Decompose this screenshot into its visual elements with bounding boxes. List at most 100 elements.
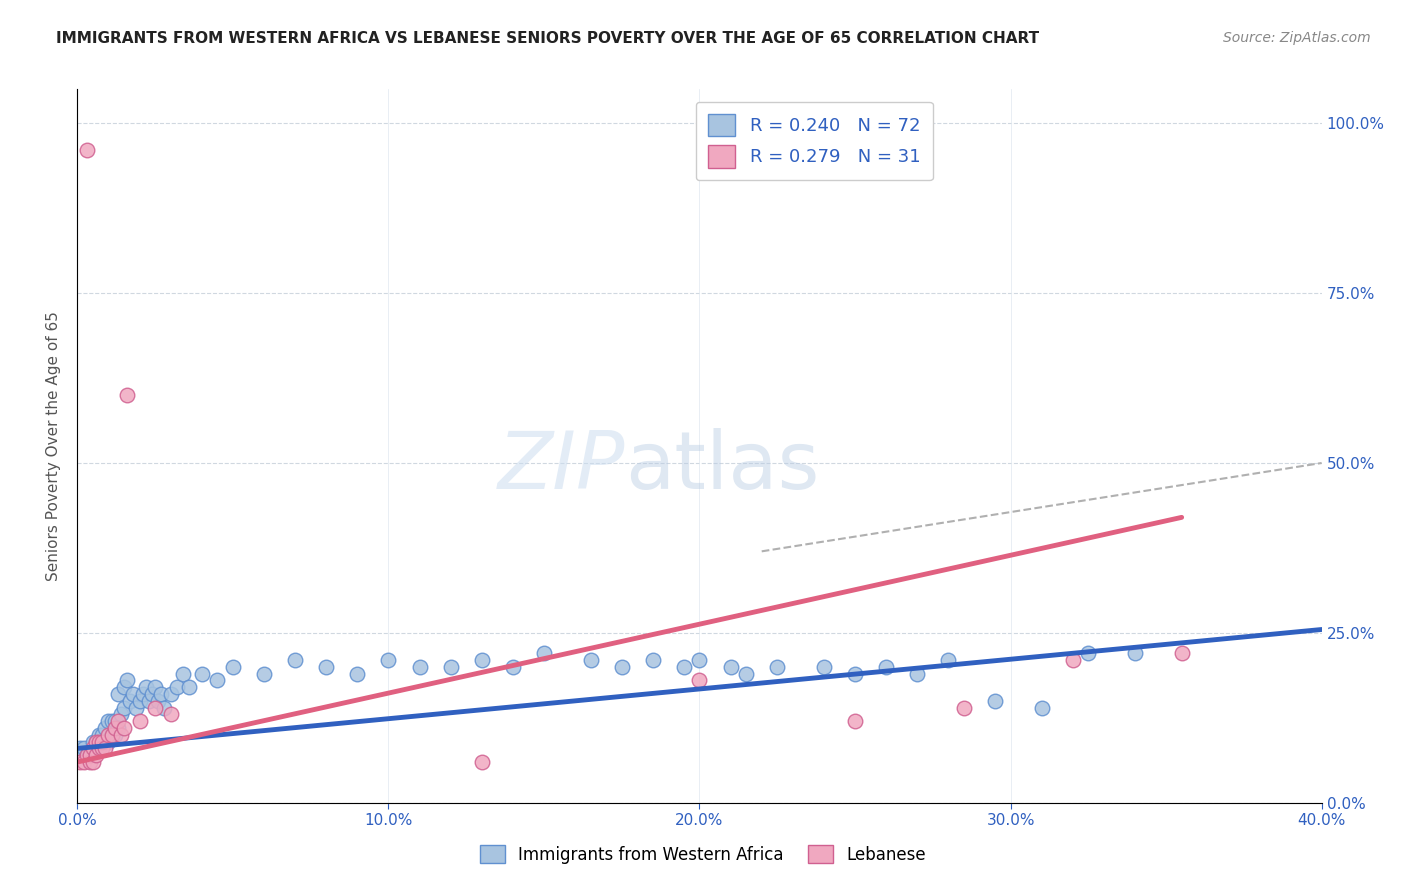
Point <box>76 748 98 763</box>
Point <box>1031 700 1053 714</box>
Point <box>1123 646 1146 660</box>
Point <box>115 388 138 402</box>
Point <box>159 687 181 701</box>
Point <box>191 666 214 681</box>
Point <box>153 700 176 714</box>
Text: IMMIGRANTS FROM WESTERN AFRICA VS LEBANESE SENIORS POVERTY OVER THE AGE OF 65 CO: IMMIGRANTS FROM WESTERN AFRICA VS LEBANE… <box>56 31 1039 46</box>
Point <box>143 700 166 714</box>
Point <box>91 734 114 748</box>
Point <box>87 741 110 756</box>
Point <box>141 687 163 701</box>
Point <box>766 660 789 674</box>
Point <box>1170 646 1192 660</box>
Point <box>91 741 114 756</box>
Point <box>100 728 122 742</box>
Point <box>984 694 1007 708</box>
Point <box>135 680 157 694</box>
Point <box>440 660 463 674</box>
Point <box>471 755 494 769</box>
Point <box>110 728 132 742</box>
Point <box>953 700 976 714</box>
Point <box>84 734 107 748</box>
Point <box>79 755 101 769</box>
Point <box>125 700 148 714</box>
Point <box>91 728 114 742</box>
Point <box>91 734 114 748</box>
Point <box>150 687 173 701</box>
Point <box>128 714 150 729</box>
Point <box>1077 646 1099 660</box>
Point <box>82 734 104 748</box>
Point <box>87 741 110 756</box>
Point <box>110 707 132 722</box>
Point <box>689 653 711 667</box>
Point <box>610 660 633 674</box>
Point <box>207 673 229 688</box>
Point <box>76 144 98 158</box>
Point <box>84 748 107 763</box>
Point <box>672 660 695 674</box>
Y-axis label: Seniors Poverty Over the Age of 65: Seniors Poverty Over the Age of 65 <box>46 311 62 581</box>
Point <box>579 653 602 667</box>
Point <box>107 714 129 729</box>
Point <box>689 673 711 688</box>
Point <box>131 687 153 701</box>
Point <box>72 741 94 756</box>
Point <box>104 714 127 729</box>
Point <box>107 721 129 735</box>
Point <box>115 673 138 688</box>
Point <box>502 660 524 674</box>
Point <box>69 755 91 769</box>
Point <box>315 660 337 674</box>
Point <box>938 653 960 667</box>
Point <box>97 728 120 742</box>
Point <box>138 694 160 708</box>
Point <box>408 660 430 674</box>
Point <box>641 653 664 667</box>
Point <box>82 755 104 769</box>
Text: Source: ZipAtlas.com: Source: ZipAtlas.com <box>1223 31 1371 45</box>
Point <box>87 734 110 748</box>
Point <box>87 728 110 742</box>
Point <box>143 680 166 694</box>
Point <box>813 660 835 674</box>
Point <box>720 660 742 674</box>
Point <box>844 714 866 729</box>
Point <box>84 734 107 748</box>
Point <box>253 666 276 681</box>
Legend: R = 0.240   N = 72, R = 0.279   N = 31: R = 0.240 N = 72, R = 0.279 N = 31 <box>696 102 934 180</box>
Point <box>1062 653 1084 667</box>
Point <box>112 721 135 735</box>
Point <box>76 748 98 763</box>
Point <box>112 700 135 714</box>
Point <box>72 755 94 769</box>
Text: ZIP: ZIP <box>498 428 624 507</box>
Point <box>148 694 170 708</box>
Legend: Immigrants from Western Africa, Lebanese: Immigrants from Western Africa, Lebanese <box>472 838 934 871</box>
Point <box>533 646 555 660</box>
Point <box>94 734 117 748</box>
Point <box>122 687 145 701</box>
Point <box>79 748 101 763</box>
Point <box>100 714 122 729</box>
Point <box>82 741 104 756</box>
Point <box>69 741 91 756</box>
Point <box>104 721 127 735</box>
Point <box>100 728 122 742</box>
Point <box>97 734 120 748</box>
Point <box>222 660 245 674</box>
Point <box>120 694 142 708</box>
Point <box>844 666 866 681</box>
Point <box>94 741 117 756</box>
Point <box>128 694 150 708</box>
Point <box>905 666 928 681</box>
Point <box>79 748 101 763</box>
Point <box>875 660 897 674</box>
Point <box>172 666 194 681</box>
Point <box>346 666 368 681</box>
Point <box>471 653 494 667</box>
Point <box>84 741 107 756</box>
Point <box>104 728 127 742</box>
Point <box>284 653 307 667</box>
Point <box>735 666 758 681</box>
